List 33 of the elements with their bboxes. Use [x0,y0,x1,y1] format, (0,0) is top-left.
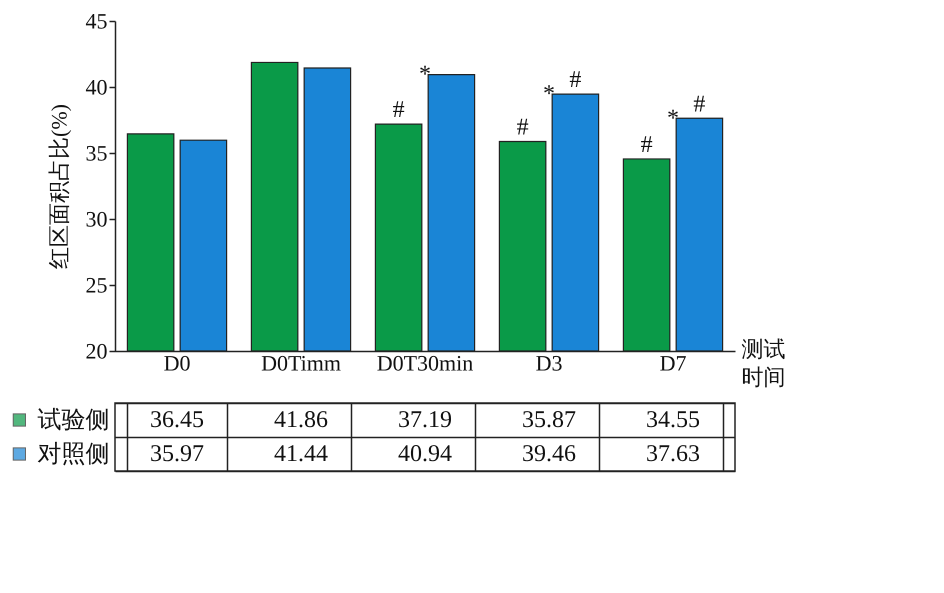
data-label: 35.87 [522,407,576,433]
legend-label: 对照侧 [38,442,110,468]
data-label: 39.46 [522,441,576,467]
data-label: 41.86 [274,407,328,433]
annotation: # [392,97,405,124]
x-tick-label: D3 [536,350,562,376]
y-axis-title: 红区面积占比(%) [46,104,72,269]
data-label: 35.97 [150,441,204,467]
annotation: # [640,132,653,158]
data-label: 36.45 [150,407,204,433]
data-label: 37.63 [646,441,700,467]
annotation: * [667,105,679,132]
x-tick-label: D7 [660,350,686,376]
annotation: * [419,62,431,88]
x-tick-label: D0 [164,350,190,376]
annotation: * [543,81,555,108]
data-label: 41.44 [274,441,328,467]
y-tick-label: 20 [86,338,108,364]
annotation: # [516,114,529,141]
y-tick-label: 45 [86,8,108,34]
annotation: # [569,67,582,94]
data-label: 37.19 [398,407,452,433]
x-axis-title: 测试时间 [742,336,786,390]
x-tick-label: D0Timm [261,350,341,376]
x-tick-label: D0T30min [376,350,474,376]
annotation: # [693,91,706,118]
data-label: 40.94 [398,441,452,467]
y-tick-label: 25 [86,272,108,298]
y-tick-label: 30 [86,206,108,232]
y-tick-label: 40 [86,74,108,100]
legend-label: 试验侧 [38,408,110,434]
y-tick-label: 35 [86,140,108,166]
data-label: 34.55 [646,407,700,433]
